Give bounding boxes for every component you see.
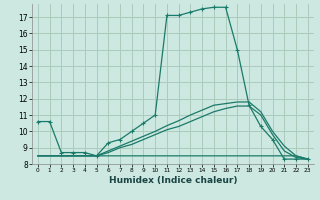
X-axis label: Humidex (Indice chaleur): Humidex (Indice chaleur) — [108, 176, 237, 185]
